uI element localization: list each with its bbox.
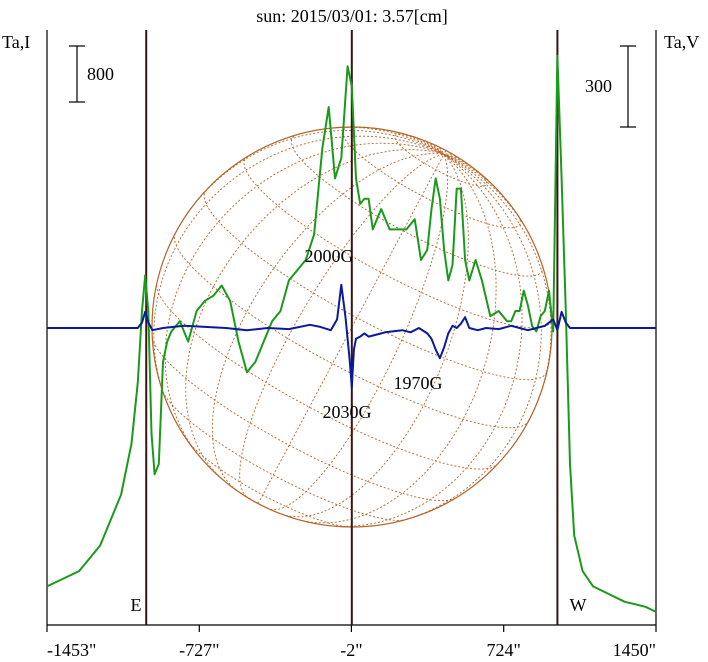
meridian-line — [270, 154, 449, 511]
x-tick-label: 724" — [487, 640, 521, 660]
meridian-line — [443, 153, 464, 162]
parallel-line — [187, 440, 350, 528]
x-tick-label: -1453" — [47, 640, 96, 660]
meridian-line — [164, 142, 444, 460]
intensity-curve — [46, 55, 657, 613]
left-scale-bar-label: 800 — [87, 64, 114, 84]
parallel-line — [203, 189, 548, 381]
parallel-line — [342, 126, 521, 229]
meridian-line — [411, 135, 445, 155]
west-limb-label: W — [570, 595, 587, 615]
meridian-line — [239, 153, 444, 498]
right-scale-bar-label: 300 — [585, 76, 612, 96]
meridian-line — [185, 149, 444, 480]
x-tick-label: 1450" — [613, 640, 656, 660]
meridian-line — [443, 153, 477, 171]
x-tick-label: -727" — [179, 640, 219, 660]
meridian-line — [394, 153, 542, 523]
x-tick-label: -2" — [340, 640, 362, 660]
parallel-line — [173, 232, 529, 429]
parallel-line — [243, 156, 553, 329]
meridian-line — [175, 130, 445, 234]
chart-title: sun: 2015/03/01: 3.57[cm] — [256, 6, 448, 26]
parallel-line — [156, 285, 497, 470]
meridian-line — [443, 153, 456, 157]
annotation-1970g: 1970G — [394, 373, 443, 393]
parallel-line — [232, 486, 287, 517]
left-scale-bar — [69, 45, 85, 103]
curves — [46, 55, 657, 613]
meridian-line — [443, 153, 535, 245]
parallel-line — [151, 337, 455, 502]
meridian-line — [443, 153, 552, 422]
parallel-line — [394, 133, 488, 187]
meridian-line — [257, 154, 445, 504]
left-axis-label: Ta,I — [2, 32, 30, 52]
meridian-line — [319, 126, 445, 155]
meridian-line — [386, 129, 445, 155]
meridian-line — [436, 145, 445, 155]
annotation-2000g: 2000G — [305, 246, 354, 266]
meridian-line — [211, 153, 444, 491]
meridian-line — [153, 135, 444, 402]
east-limb-label: E — [131, 595, 142, 615]
meridian-line — [443, 150, 447, 155]
meridian-line — [443, 153, 497, 189]
annotation-2030g: 2030G — [323, 402, 372, 422]
parallel-line — [162, 391, 405, 521]
parallel-line — [290, 134, 544, 277]
right-scale-bar — [620, 45, 636, 128]
meridian-line — [426, 141, 445, 155]
right-axis-label: Ta,V — [664, 32, 699, 52]
polarization-curve — [47, 283, 656, 389]
meridian-line — [281, 154, 469, 518]
meridian-line — [298, 153, 497, 524]
x-ticks: -1453" -727" -2" 724" 1450" — [46, 625, 657, 660]
meridian-line — [326, 153, 523, 527]
